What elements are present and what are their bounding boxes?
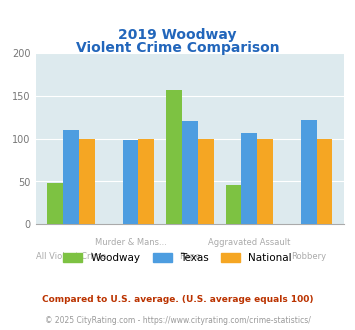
- Legend: Woodway, Texas, National: Woodway, Texas, National: [59, 248, 296, 267]
- Text: Rape: Rape: [179, 252, 201, 261]
- Bar: [138, 139, 154, 224]
- Text: Robbery: Robbery: [291, 252, 326, 261]
- Bar: [257, 139, 273, 224]
- Text: Compared to U.S. average. (U.S. average equals 100): Compared to U.S. average. (U.S. average …: [42, 295, 313, 304]
- Bar: [122, 140, 138, 224]
- Bar: [79, 139, 95, 224]
- Bar: [317, 139, 333, 224]
- Bar: [241, 133, 257, 224]
- Bar: [63, 130, 79, 224]
- Bar: [166, 90, 182, 224]
- Bar: [182, 121, 198, 224]
- Text: Aggravated Assault: Aggravated Assault: [208, 238, 290, 247]
- Text: All Violent Crime: All Violent Crime: [36, 252, 106, 261]
- Bar: [47, 183, 63, 224]
- Text: Violent Crime Comparison: Violent Crime Comparison: [76, 41, 279, 55]
- Text: 2019 Woodway: 2019 Woodway: [118, 28, 237, 42]
- Bar: [198, 139, 214, 224]
- Bar: [225, 185, 241, 224]
- Text: Murder & Mans...: Murder & Mans...: [94, 238, 166, 247]
- Text: © 2025 CityRating.com - https://www.cityrating.com/crime-statistics/: © 2025 CityRating.com - https://www.city…: [45, 315, 310, 325]
- Bar: [301, 120, 317, 224]
